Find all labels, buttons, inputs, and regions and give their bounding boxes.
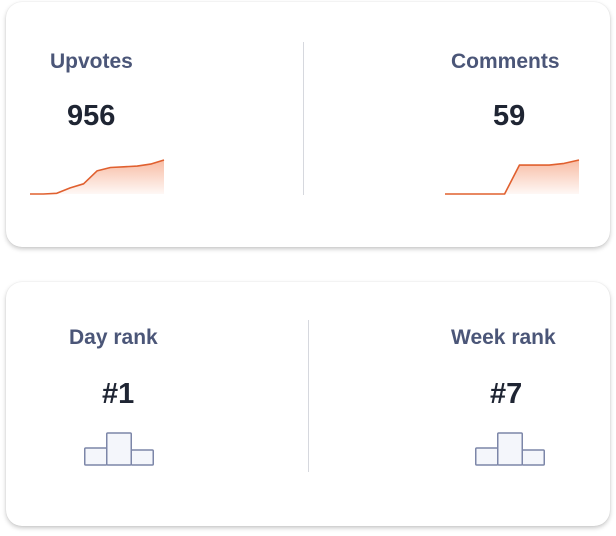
day-rank-value: #1 xyxy=(102,378,135,410)
week-rank-value: #7 xyxy=(490,378,523,410)
podium-icon xyxy=(84,432,154,466)
week-rank-label: Week rank xyxy=(451,326,556,349)
comments-value: 59 xyxy=(493,100,526,132)
card-divider xyxy=(308,320,309,472)
comments-label: Comments xyxy=(451,50,560,73)
podium-icon xyxy=(475,432,545,466)
ranking-card: Day rank #1 Week rank #7 xyxy=(6,282,610,526)
engagement-card: Upvotes 956 Comments 59 xyxy=(6,2,610,247)
card-divider xyxy=(303,42,304,195)
comments-sparkline-line xyxy=(445,159,580,195)
comments-sparkline xyxy=(445,159,580,195)
upvotes-sparkline-area xyxy=(30,160,164,194)
upvotes-label: Upvotes xyxy=(50,50,133,73)
day-rank-label: Day rank xyxy=(69,326,158,349)
upvotes-value: 956 xyxy=(67,100,116,132)
comments-sparkline-area xyxy=(445,160,579,194)
upvotes-sparkline xyxy=(30,159,165,195)
upvotes-sparkline-line xyxy=(30,159,165,195)
